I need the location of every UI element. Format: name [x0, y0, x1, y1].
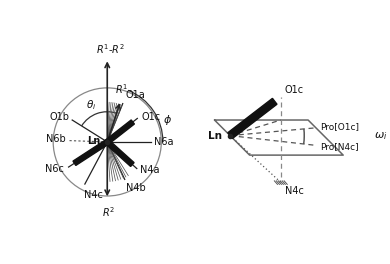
- Text: N6c: N6c: [45, 164, 64, 174]
- Text: O1a: O1a: [125, 91, 145, 100]
- Polygon shape: [73, 140, 109, 166]
- Text: O1c: O1c: [285, 85, 304, 95]
- Text: N4b: N4b: [126, 183, 146, 193]
- Text: $R^2$: $R^2$: [102, 205, 115, 219]
- Text: $\omega_i$: $\omega_i$: [374, 130, 387, 142]
- Text: O1b: O1b: [49, 112, 69, 122]
- Text: N4c: N4c: [285, 186, 303, 196]
- Text: Pro[N4c]: Pro[N4c]: [320, 142, 358, 151]
- Text: $R^1$-$R^2$: $R^1$-$R^2$: [96, 42, 125, 56]
- Text: N6b: N6b: [46, 134, 66, 144]
- Text: $\phi$: $\phi$: [163, 113, 172, 127]
- Text: N4c: N4c: [84, 190, 103, 200]
- Text: O1c: O1c: [141, 112, 160, 122]
- Text: N6a: N6a: [154, 137, 174, 147]
- Text: N4a: N4a: [140, 165, 160, 175]
- Text: Pro[O1c]: Pro[O1c]: [320, 122, 359, 131]
- Text: $R^1$: $R^1$: [115, 83, 128, 96]
- Text: Ln: Ln: [208, 131, 222, 141]
- Polygon shape: [106, 140, 134, 167]
- Polygon shape: [228, 98, 277, 139]
- Text: $\theta_i$: $\theta_i$: [87, 98, 97, 112]
- Polygon shape: [106, 120, 135, 144]
- Text: Ln: Ln: [87, 136, 100, 146]
